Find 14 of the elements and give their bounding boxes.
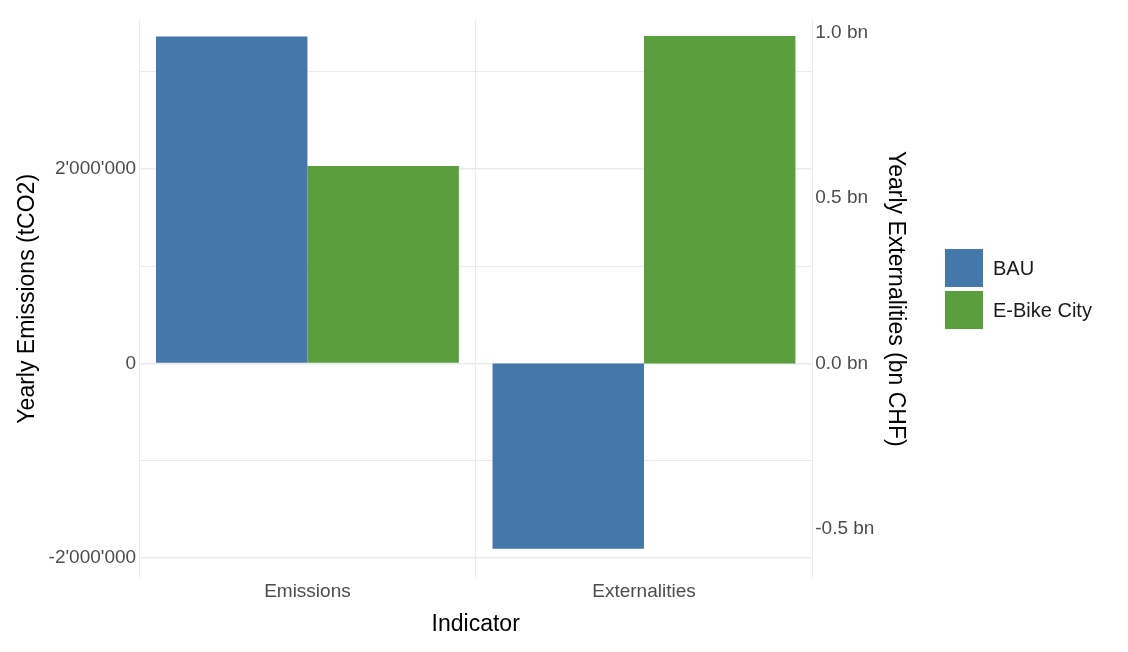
y2-tick-label: 0.5 bn bbox=[815, 186, 869, 208]
y-tick-label: 0 bbox=[125, 351, 137, 373]
legend-label: E-Bike City bbox=[993, 298, 1092, 322]
legend-label: BAU bbox=[993, 256, 1035, 280]
y2-tick-label: -0.5 bn bbox=[815, 517, 875, 539]
y2-axis-title: Yearly Externalities (bn CHF) bbox=[883, 150, 910, 447]
y2-tick-label: 1.0 bn bbox=[815, 20, 869, 42]
y-tick-label: -2'000'000 bbox=[48, 546, 137, 568]
y2-tick-label: 0.0 bn bbox=[815, 351, 869, 373]
x-tick-label: Externalities bbox=[592, 580, 696, 602]
y-tick-label: 2'000'000 bbox=[54, 157, 137, 179]
x-axis-title: Indicator bbox=[431, 609, 521, 636]
x-tick-label: Emissions bbox=[264, 580, 351, 602]
y-axis-title: Yearly Emissions (tCO2) bbox=[13, 173, 40, 424]
